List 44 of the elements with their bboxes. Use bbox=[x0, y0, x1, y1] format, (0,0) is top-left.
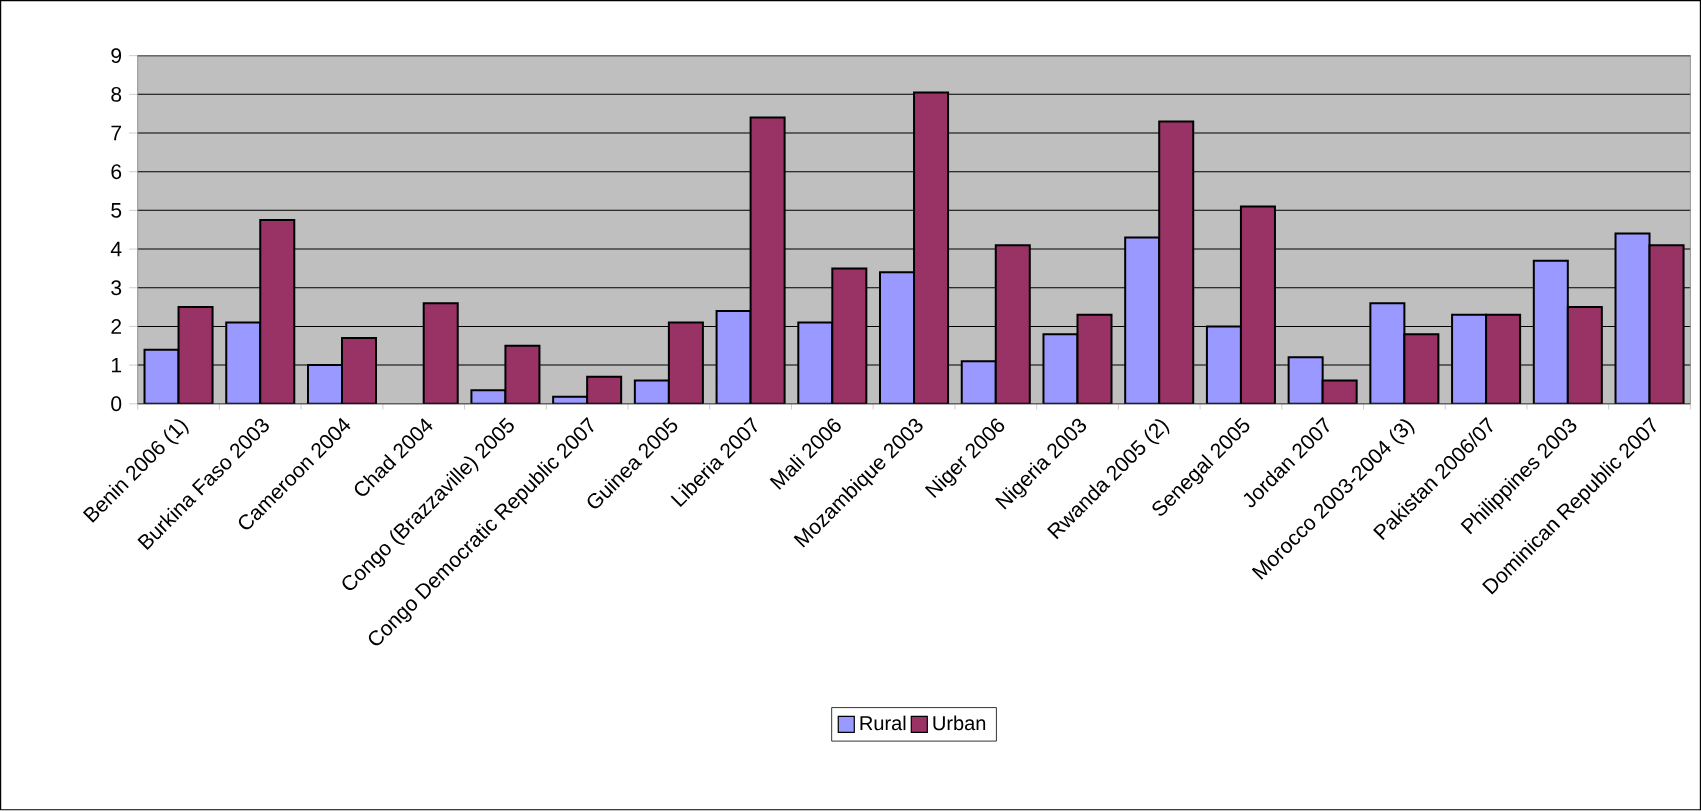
bar bbox=[1404, 334, 1439, 404]
bar bbox=[668, 322, 703, 404]
bar bbox=[1452, 315, 1487, 404]
bar bbox=[1043, 334, 1078, 404]
bar bbox=[995, 245, 1030, 404]
bar bbox=[423, 303, 458, 404]
legend-label: Urban bbox=[933, 715, 986, 731]
bar bbox=[1288, 357, 1323, 404]
y-tick-label: 4 bbox=[110, 242, 122, 257]
bar bbox=[1567, 307, 1602, 404]
bar bbox=[1159, 121, 1194, 404]
y-tick-label: 6 bbox=[111, 164, 122, 180]
bar bbox=[260, 220, 295, 404]
bar bbox=[914, 92, 949, 404]
bar bbox=[1125, 237, 1160, 404]
bar bbox=[178, 307, 213, 404]
y-tick-label: 7 bbox=[111, 126, 121, 141]
y-tick-label: 1 bbox=[111, 358, 122, 373]
bar bbox=[341, 338, 376, 404]
bar bbox=[1648, 244, 1685, 404]
y-tick-label: 2 bbox=[111, 319, 121, 334]
bar bbox=[716, 311, 751, 404]
bar bbox=[226, 322, 261, 404]
bar bbox=[144, 349, 179, 404]
y-tick-label: 5 bbox=[111, 203, 122, 218]
bar bbox=[750, 117, 785, 404]
bar bbox=[1240, 206, 1275, 404]
bar bbox=[505, 345, 540, 404]
y-tick-label: 9 bbox=[111, 48, 122, 64]
bar bbox=[1206, 326, 1241, 404]
bar bbox=[307, 365, 342, 404]
bar bbox=[880, 272, 915, 404]
bar bbox=[1533, 260, 1568, 404]
bar bbox=[961, 361, 996, 404]
bar bbox=[1614, 232, 1651, 404]
y-tick-label: 3 bbox=[111, 280, 122, 296]
bar bbox=[1370, 303, 1405, 404]
y-tick-label: 8 bbox=[111, 87, 122, 102]
bar bbox=[798, 322, 833, 404]
bar bbox=[1486, 315, 1521, 404]
y-tick-label: 0 bbox=[111, 396, 122, 412]
legend-label: Rural bbox=[860, 715, 906, 731]
bar bbox=[1077, 315, 1112, 404]
bar bbox=[832, 268, 867, 404]
